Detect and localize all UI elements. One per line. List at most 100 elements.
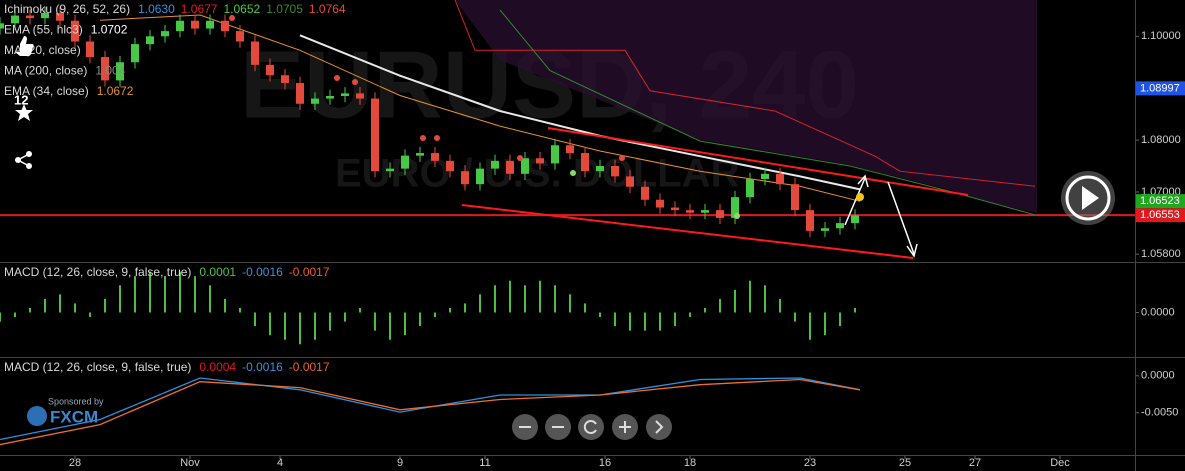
candle-body <box>101 57 109 81</box>
watermark-subtitle: EURO / U.S. DOLLAR <box>335 152 740 196</box>
candle-body <box>281 75 289 84</box>
dot <box>434 135 440 141</box>
legend-reading: -0.0017 <box>289 360 330 374</box>
x-tick-label: 28 <box>69 457 81 469</box>
candle-body <box>221 20 229 32</box>
arrow-up <box>844 177 866 226</box>
candle-body <box>566 145 574 154</box>
candle-body <box>386 168 394 172</box>
legend-name: Ichimoku (9, 26, 52, 26) <box>4 2 130 16</box>
candle-body <box>641 186 649 200</box>
x-tick-label: 9 <box>397 457 403 469</box>
candle-body <box>686 210 694 213</box>
candle-body <box>341 93 349 96</box>
scroll-right[interactable] <box>646 414 672 440</box>
legend-reading: 1.004 <box>95 64 125 78</box>
legend-name: MACD (12, 26, close, 9, false, true) <box>4 265 191 279</box>
reset[interactable] <box>578 414 604 440</box>
legend-name: MACD (12, 26, close, 9, false, true) <box>4 360 191 374</box>
arrow-down-head <box>906 243 918 258</box>
arrow-up-head <box>857 174 869 188</box>
x-tick-label: 27 <box>969 457 981 469</box>
candle-body <box>701 210 709 213</box>
price-badge-label: 1.06523 <box>1140 195 1180 207</box>
legend-reading: 1.0677 <box>181 2 218 16</box>
y-tick-label: 1.10000 <box>1141 30 1181 42</box>
legend-reading: 0.0001 <box>199 265 236 279</box>
candle-body <box>821 228 829 231</box>
dot <box>619 155 625 161</box>
legend-name: MA (20, close) <box>4 43 81 57</box>
price-badge <box>1136 81 1185 96</box>
candle-body <box>296 83 304 104</box>
legend-reading: 1.0652 <box>223 2 260 16</box>
sponsor-name[interactable]: FXCM <box>50 407 98 426</box>
candle-body <box>11 15 19 24</box>
price-badge <box>1136 208 1185 223</box>
forecast-arrows <box>844 174 918 258</box>
candle-body <box>56 12 64 21</box>
candle-body <box>776 173 784 185</box>
candle-body <box>176 20 184 32</box>
candle-body <box>656 199 664 208</box>
candle-body <box>461 171 469 185</box>
zoom-controls <box>512 414 672 440</box>
candle-body <box>731 197 739 218</box>
legend-reading: -0.0017 <box>289 265 330 279</box>
candle-body <box>596 166 604 172</box>
legend-reading: 1.0705 <box>266 2 303 16</box>
channel-lower <box>461 204 914 259</box>
candle-body <box>446 160 454 172</box>
candle-body <box>251 41 259 65</box>
zoom-out-more[interactable] <box>545 414 571 440</box>
channel-upper <box>547 127 969 196</box>
like-icon[interactable] <box>15 36 34 56</box>
macd-line <box>0 378 861 446</box>
candle-body <box>581 153 589 172</box>
x-tick-label: 25 <box>899 457 911 469</box>
arrow-down <box>887 181 915 255</box>
x-tick-label: 23 <box>804 457 816 469</box>
y-tick-label: 0.0000 <box>1141 306 1175 318</box>
like-count: 12 <box>14 92 28 107</box>
price-badge-label: 1.06553 <box>1140 209 1180 221</box>
legend-name: MA (200, close) <box>4 64 87 78</box>
candle-body <box>626 176 634 187</box>
x-tick-label: 18 <box>684 457 696 469</box>
play-button[interactable] <box>1061 171 1115 225</box>
dot <box>570 170 576 176</box>
zoom-out[interactable] <box>512 414 538 440</box>
legend-reading: 1.0764 <box>309 2 346 16</box>
price-badge <box>1136 194 1185 209</box>
candle-body <box>266 64 274 76</box>
indicator-line <box>454 0 1036 187</box>
indicator-line <box>99 14 861 202</box>
legend-reading: 1.0672 <box>97 84 134 98</box>
candle-body <box>506 160 514 174</box>
candle-body <box>791 184 799 211</box>
dot <box>734 213 740 219</box>
candle-body <box>146 36 154 45</box>
legend-name: EMA (55, hlc3) <box>4 23 83 37</box>
x-tick-label: 4 <box>277 457 283 469</box>
candle-body <box>206 20 214 29</box>
candle-body <box>41 12 49 19</box>
x-tick-label: Dec <box>1050 457 1070 469</box>
signal-dots <box>229 15 864 219</box>
candle-body <box>746 178 754 198</box>
candle-body <box>521 158 529 174</box>
candle-body <box>191 20 199 29</box>
candle-body <box>116 62 124 81</box>
dot <box>334 75 340 81</box>
side-toolbar: 12 <box>14 36 34 169</box>
candle-body <box>761 173 769 179</box>
dot <box>229 15 235 21</box>
star-icon[interactable] <box>15 104 33 121</box>
zoom-in[interactable] <box>612 414 638 440</box>
candle-body <box>806 210 814 231</box>
share-icon[interactable] <box>15 151 32 169</box>
macd-line <box>0 377 861 441</box>
candle-body <box>236 31 244 42</box>
y-tick-label: -0.0050 <box>1141 407 1178 419</box>
